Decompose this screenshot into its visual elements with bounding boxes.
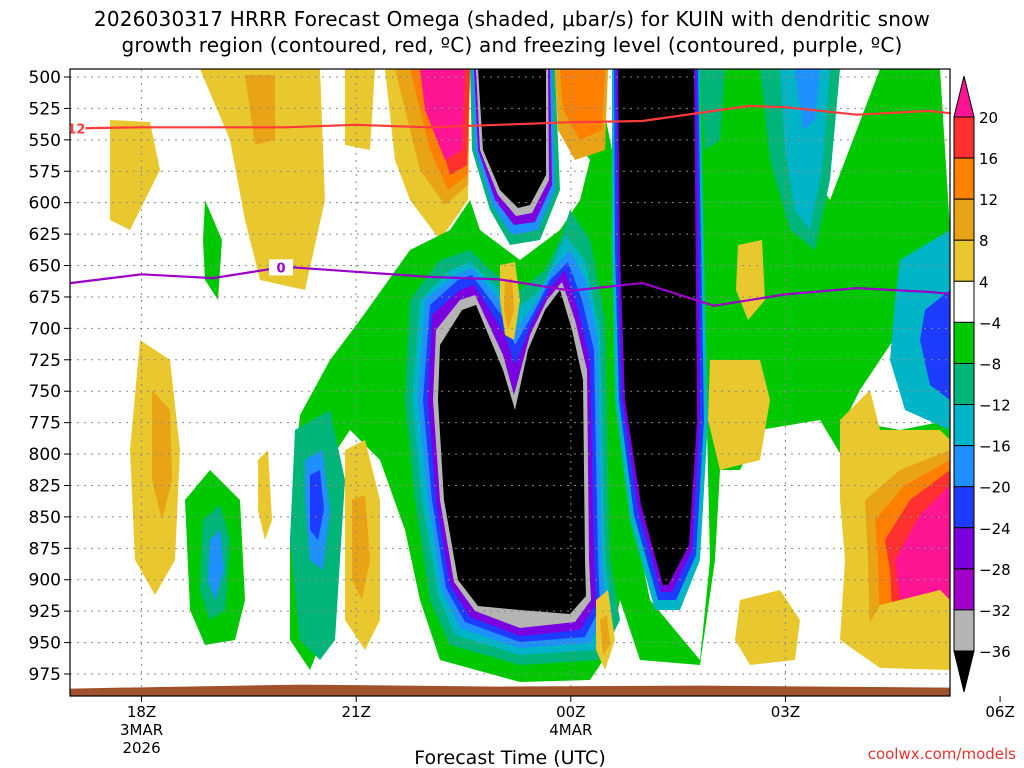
colorbar-swatch	[953, 445, 975, 488]
colorbar-cap-bottom	[953, 650, 975, 693]
colorbar-label: −16	[979, 438, 1011, 456]
contour-label: 0	[277, 261, 286, 276]
x-tick-label: 21Z	[341, 703, 370, 721]
y-tick-label: 975	[29, 665, 61, 685]
colorbar-swatch	[953, 321, 975, 364]
x-tick-label: 03Z	[771, 703, 800, 721]
x-tick-date: 3MAR	[120, 721, 163, 739]
x-tick-date: 4MAR	[549, 721, 592, 739]
y-tick-label: 775	[29, 414, 61, 434]
colorbar-label: 12	[979, 191, 998, 209]
chart-title-line1: 2026030317 HRRR Forecast Omega (shaded, …	[93, 7, 931, 31]
x-tick-year: 2026	[122, 739, 160, 757]
colorbar-label: −28	[979, 561, 1011, 579]
colorbar-swatch	[953, 568, 975, 611]
colorbar: 20 16 12 8 4 −4 −8 −12 −16 −20 −24 −28 −32 −36	[953, 75, 1011, 693]
contour-label-bg	[70, 120, 86, 137]
contour-line	[70, 265, 950, 307]
x-tick-label: 06Z	[985, 703, 1014, 721]
y-tick-label: 725	[29, 351, 61, 371]
colorbar-label: 4	[979, 273, 989, 291]
colorbar-label: −12	[979, 397, 1011, 415]
colorbar-swatch	[953, 527, 975, 570]
terrain-layer	[70, 684, 950, 696]
colorbar-swatch	[953, 404, 975, 447]
y-tick-label: 700	[29, 319, 61, 339]
contour-label-bg	[269, 259, 294, 276]
y-tick-label: 875	[29, 539, 61, 559]
y-tick-label: 800	[29, 445, 61, 465]
contour-line	[70, 104, 950, 130]
plot-frame	[69, 68, 951, 697]
colorbar-swatch	[953, 486, 975, 529]
x-axis-label: Forecast Time (UTC)	[414, 747, 605, 768]
colorbar-swatch	[953, 609, 975, 652]
colorbar-label: −24	[979, 520, 1011, 538]
y-tick-label: 925	[29, 602, 61, 622]
omega-shading	[110, 69, 950, 682]
y-tick-label: 950	[29, 634, 61, 654]
x-tick-label: 18Z	[127, 703, 156, 721]
temperature-contours: -12 0	[62, 104, 950, 307]
colorbar-cap-top	[953, 75, 975, 118]
colorbar-label: −36	[979, 643, 1011, 661]
y-tick-label: 575	[29, 162, 61, 182]
y-tick-label: 850	[29, 508, 61, 528]
colorbar-label: 20	[979, 109, 998, 127]
y-tick-label: 625	[29, 225, 61, 245]
colorbar-label: −4	[979, 314, 1001, 332]
colorbar-label: −32	[979, 602, 1011, 620]
x-tick-label: 00Z	[556, 703, 585, 721]
y-tick-label: 825	[29, 476, 61, 496]
colorbar-swatch	[953, 157, 975, 200]
colorbar-swatch	[953, 239, 975, 282]
colorbar-label: −8	[979, 355, 1001, 373]
y-tick-label: 750	[29, 382, 61, 402]
colorbar-swatch	[953, 198, 975, 241]
y-tick-label: 675	[29, 288, 61, 308]
chart-title-line2: growth region (contoured, red, ºC) and f…	[121, 33, 903, 57]
y-tick-label: 650	[29, 257, 61, 277]
y-tick-label: 900	[29, 571, 61, 591]
y-tick-label: 600	[29, 194, 61, 214]
colorbar-swatch	[953, 116, 975, 159]
y-axis: 500 525 550 575 600 625 650 675 700 725 750 775 800 8…	[29, 68, 70, 685]
credit-link[interactable]: coolwx.com/models	[868, 745, 1016, 763]
colorbar-swatch	[953, 280, 975, 323]
terrain-band	[70, 684, 950, 696]
colorbar-label: 16	[979, 150, 998, 168]
y-tick-label: 525	[29, 99, 61, 119]
colorbar-label: 8	[979, 232, 989, 250]
y-tick-label: 550	[29, 131, 61, 151]
colorbar-label: −20	[979, 479, 1011, 497]
x-axis: 18Z3MAR202621Z00Z4MAR03Z06Z09Z	[120, 696, 1015, 757]
colorbar-swatch	[953, 362, 975, 406]
y-tick-label: 500	[29, 68, 61, 88]
contour-label: -12	[62, 122, 86, 137]
